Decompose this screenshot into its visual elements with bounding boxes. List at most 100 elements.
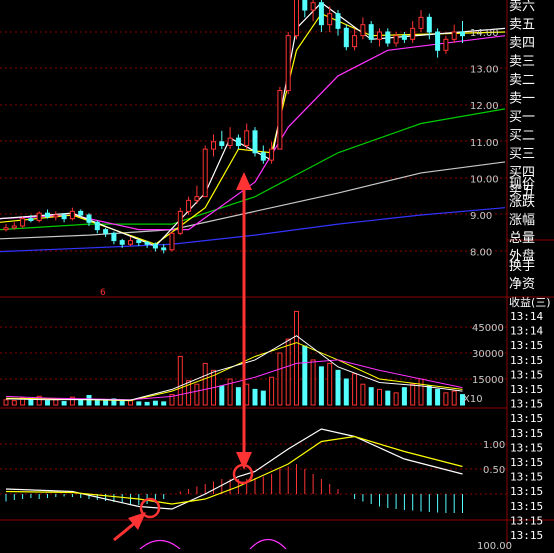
quote-field-label: 收益(三) (509, 295, 551, 309)
volume-bar (343, 378, 349, 406)
annotation-circle-crossover-lower (139, 497, 161, 519)
volume-bar (36, 395, 42, 406)
tick-time-label: 13:15 (510, 368, 543, 381)
volume-bar (161, 401, 167, 406)
price-axis-label: 9.00 (470, 211, 492, 222)
candle-body (385, 31, 391, 44)
order-book-label: 卖三 (509, 55, 535, 70)
bottom-indicator-line (139, 539, 181, 550)
macd-axis-labels: 1.00 0.50 (483, 440, 505, 476)
candle-body (78, 210, 84, 216)
volume-bar (302, 345, 308, 406)
ma-line-yellow (0, 12, 506, 245)
annotation-arrow-diagonal (113, 512, 146, 542)
candle-body (186, 199, 192, 212)
candle-body (352, 35, 358, 48)
volume-bar (451, 390, 457, 406)
volume-bar (61, 401, 67, 406)
volume-bar (111, 398, 117, 406)
candle-body (36, 212, 42, 221)
tick-time-label: 13:14 (510, 310, 543, 323)
tick-time-label: 13:15 (510, 500, 543, 513)
order-book-label: 卖五 (509, 18, 535, 33)
candle-body (161, 247, 167, 251)
candle-body (194, 196, 200, 201)
volume-ma-yellow (5, 342, 463, 402)
volume-ma-white (5, 335, 463, 401)
volume-bar (335, 369, 341, 406)
volume-bar (194, 383, 200, 406)
volume-bar (368, 387, 374, 406)
candle-body (45, 212, 50, 218)
candle-body (11, 225, 17, 229)
order-book-label: 买三 (509, 147, 535, 162)
order-book-label: 卖二 (509, 73, 535, 88)
volume-bar (69, 396, 75, 406)
volume-bar (136, 401, 142, 406)
order-book-label: 卖一 (509, 92, 535, 107)
volume-bar (152, 400, 158, 406)
volume-bar (269, 376, 275, 406)
volume-axis-labels: 45000 30000 15000 (472, 323, 504, 386)
order-book-label: 买四 (509, 166, 535, 181)
candle-body (61, 214, 67, 220)
ma-line-blue (0, 207, 506, 253)
macd-histogram (5, 464, 463, 513)
candle-body (119, 240, 125, 245)
candle-body (410, 27, 416, 40)
order-book-label: 卖四 (509, 36, 535, 51)
tick-time-list: 13:1413:1413:1513:1513:1513:1513:1513:15… (510, 310, 543, 542)
tick-time-label: 13:15 (510, 456, 543, 469)
volume-ma-magenta (5, 359, 463, 401)
volume-bar (169, 394, 175, 406)
quote-field-label: 总量 (509, 231, 535, 246)
volume-average-lines (5, 335, 463, 402)
volume-bar (202, 362, 208, 406)
candle-body (335, 13, 341, 29)
candle-body (152, 243, 158, 249)
volume-bar (277, 352, 283, 406)
candle-body (435, 31, 441, 51)
price-axis-label: 14.00 (470, 28, 499, 39)
volume-bar (294, 310, 299, 406)
tick-time-label: 13:15 (510, 441, 543, 454)
candle-body (310, 2, 316, 11)
tick-time-label: 13:15 (510, 354, 543, 367)
quote-field-label: 涨跌 (509, 194, 535, 210)
order-book-label: 买二 (509, 129, 535, 144)
candle-body (460, 31, 465, 37)
volume-bar (460, 394, 465, 406)
bottom-axis-label: 100.00 (477, 541, 512, 549)
order-book-label: 买一 (509, 110, 535, 125)
candle-body (128, 240, 133, 245)
volume-bar (318, 366, 324, 406)
volume-bar (385, 390, 391, 406)
macd-axis-label: 1.00 (483, 440, 505, 451)
candle-body (269, 148, 275, 161)
candle-body (103, 229, 109, 234)
volume-bar (3, 399, 9, 406)
candle-body (244, 130, 250, 146)
candle-body (28, 218, 34, 221)
volume-bar (360, 383, 366, 406)
candle-body (443, 38, 449, 51)
volume-unit-label: X10 (463, 394, 483, 405)
quote-field-label: 涨幅 (509, 213, 535, 228)
ma-line-gray (0, 161, 506, 240)
candle-body (86, 214, 92, 223)
volume-bar (219, 385, 225, 406)
price-axis-label: 8.00 (470, 248, 492, 259)
quote-field-label: 外盘 (509, 248, 535, 264)
price-axis-labels: 14.00 13.00 12.00 11.00 10.00 9.00 8.00 (470, 28, 499, 259)
volume-bar (144, 401, 150, 406)
tick-time-label: 13:14 (510, 325, 543, 338)
volume-bar (53, 399, 59, 406)
volume-bar (94, 400, 100, 406)
order-book-label: 卖六 (509, 0, 535, 14)
candle-body (53, 214, 59, 218)
tick-time-label: 13:15 (510, 514, 543, 527)
tick-time-label: 13:15 (510, 471, 543, 484)
volume-bar (443, 392, 449, 406)
